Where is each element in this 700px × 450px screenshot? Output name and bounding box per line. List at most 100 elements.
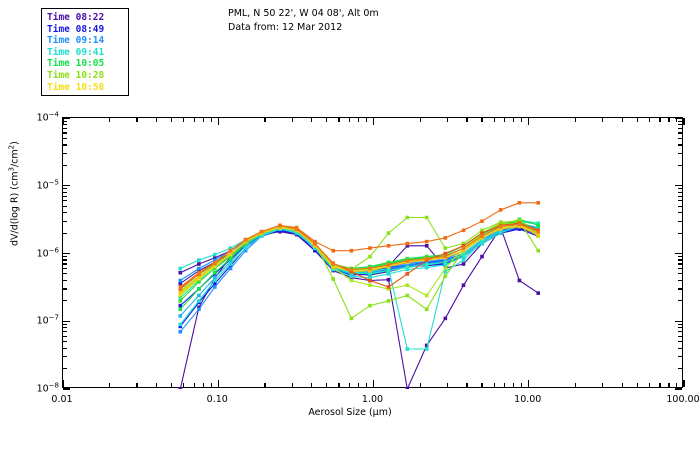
x-tick-minor — [311, 118, 313, 122]
y-tick-minor — [678, 256, 682, 258]
data-point-marker — [228, 259, 233, 264]
x-tick-minor — [446, 383, 449, 387]
y-tick-minor — [63, 137, 67, 139]
y-tick-minor — [63, 327, 67, 329]
y-tick-minor — [63, 323, 67, 325]
data-point-marker — [243, 239, 248, 244]
data-point-marker — [197, 280, 201, 284]
y-tick-minor — [678, 164, 682, 166]
x-tick-minor — [493, 383, 495, 387]
x-tick-minor — [481, 118, 483, 122]
y-tick-minor — [63, 288, 67, 290]
x-tick-minor — [136, 118, 138, 122]
x-tick-major — [683, 380, 685, 387]
data-point-marker — [405, 347, 410, 351]
data-point-marker — [243, 241, 248, 246]
legend-item-6: Time 10:58 — [47, 81, 105, 93]
data-point-marker — [178, 329, 183, 334]
y-tick-minor — [63, 300, 67, 302]
data-point-marker — [405, 241, 410, 246]
data-point-marker — [443, 251, 448, 256]
y-tick-minor — [63, 200, 67, 202]
x-tick-minor — [521, 118, 523, 122]
x-tick-minor — [183, 118, 185, 122]
x-tick-minor — [466, 118, 468, 122]
x-tick-minor — [668, 383, 670, 387]
x-tick-minor — [210, 118, 212, 122]
data-point-marker — [197, 271, 201, 276]
y-tick-minor — [678, 327, 682, 329]
y-tick-major — [675, 117, 682, 119]
y-axis-sup-3: 3 — [7, 167, 16, 172]
legend-box: Time 08:22 Time 08:49 Time 09:14 Time 09:41… — [41, 8, 129, 96]
y-tick-minor — [63, 267, 67, 270]
y-tick-minor — [63, 195, 67, 197]
x-tick-minor — [136, 383, 138, 387]
legend-item-1: Time 08:49 — [47, 23, 105, 35]
data-point-marker — [386, 263, 391, 267]
data-point-marker — [443, 260, 448, 265]
data-point-marker — [228, 251, 233, 256]
data-point-marker — [424, 343, 429, 348]
data-point-marker — [243, 244, 248, 248]
y-tick-minor — [678, 191, 682, 193]
data-point-marker — [178, 303, 183, 308]
x-tick-minor — [659, 383, 661, 387]
y-tick-minor — [678, 347, 682, 349]
data-point-marker — [259, 229, 264, 234]
series-line — [179, 228, 539, 327]
x-tick-minor — [348, 118, 351, 122]
x-tick-label-4: 100.00 — [666, 394, 700, 405]
x-tick-minor — [521, 383, 523, 387]
data-point-marker — [368, 268, 372, 273]
data-point-marker — [313, 246, 317, 250]
x-tick-minor — [574, 383, 577, 387]
data-point-marker — [213, 263, 217, 268]
x-tick-minor — [636, 118, 638, 122]
data-point-marker — [461, 246, 466, 250]
data-point-marker — [424, 307, 429, 312]
y-tick-minor — [63, 123, 67, 126]
series-22 — [178, 222, 540, 290]
y-tick-minor — [678, 195, 682, 197]
data-point-marker — [243, 248, 248, 253]
data-point-marker — [480, 241, 484, 246]
y-tick-major — [675, 252, 682, 255]
data-point-marker — [197, 293, 201, 298]
data-point-marker — [197, 305, 201, 310]
data-point-marker — [461, 228, 466, 233]
data-point-marker — [368, 278, 372, 283]
data-point-marker — [213, 261, 217, 265]
data-point-marker — [331, 264, 335, 269]
plot-area — [62, 117, 685, 390]
data-point-marker — [480, 228, 484, 233]
data-point-marker — [424, 265, 429, 270]
data-point-marker — [178, 307, 183, 312]
data-point-marker — [228, 246, 233, 250]
y-tick-minor — [63, 341, 67, 343]
x-tick-major — [62, 380, 64, 387]
data-point-marker — [405, 387, 410, 389]
data-point-marker — [386, 244, 391, 248]
y-tick-minor — [63, 132, 67, 134]
x-tick-minor — [676, 383, 678, 387]
x-tick-minor — [264, 383, 266, 387]
data-point-marker — [294, 227, 299, 231]
data-point-marker — [536, 201, 540, 205]
data-point-marker — [178, 292, 183, 297]
data-point-marker — [278, 225, 282, 230]
series-line — [180, 220, 539, 350]
data-point-marker — [197, 266, 201, 271]
data-point-marker — [197, 258, 201, 262]
data-point-marker — [424, 256, 429, 261]
x-tick-major — [683, 118, 685, 125]
y-tick-minor — [63, 152, 67, 154]
data-point-marker — [368, 246, 372, 250]
data-point-marker — [480, 219, 484, 223]
data-point-marker — [349, 248, 354, 253]
data-point-marker — [178, 324, 183, 329]
data-point-marker — [443, 274, 448, 279]
x-tick-minor — [513, 383, 515, 387]
x-tick-minor — [338, 118, 340, 122]
